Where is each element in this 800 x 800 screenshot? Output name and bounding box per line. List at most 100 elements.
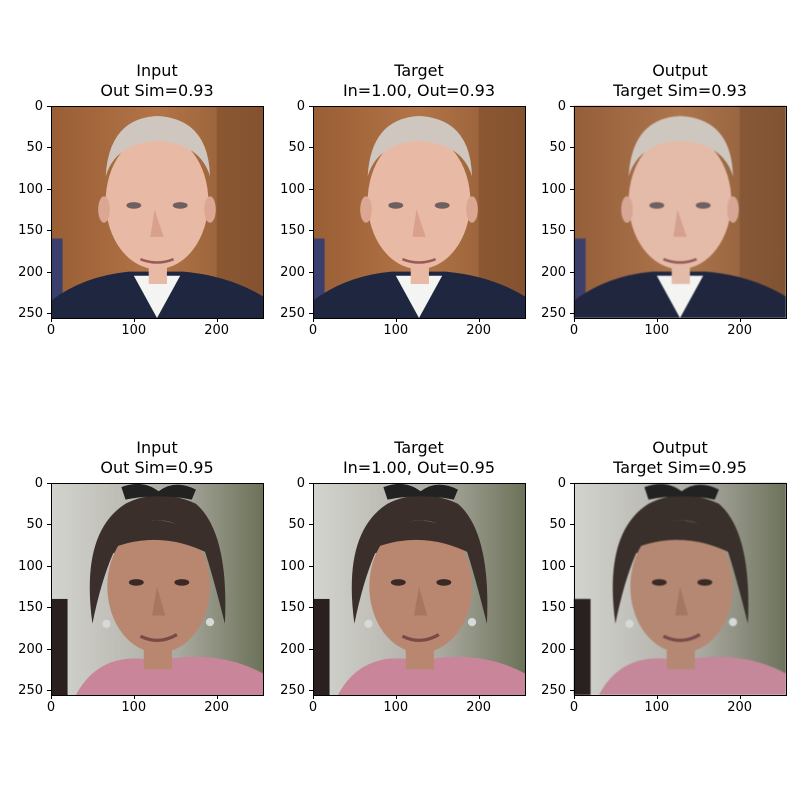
x-tick-mark: [656, 695, 658, 699]
x-tick-mark: [133, 318, 135, 322]
face-image-panel: [574, 106, 787, 319]
y-tick-mark: [570, 147, 574, 149]
y-tick-mark: [47, 565, 51, 567]
y-tick-mark: [47, 690, 51, 692]
x-tick-mark: [478, 318, 480, 322]
y-tick-label: 250: [280, 683, 305, 699]
y-tick-label: 50: [288, 140, 305, 156]
x-tick-mark: [574, 318, 575, 322]
face-photo: [313, 106, 525, 318]
face-photo: [51, 483, 263, 695]
panel-title-line2: In=1.00, Out=0.93: [342, 81, 496, 100]
y-tick-label: 50: [549, 140, 566, 156]
y-tick-mark: [309, 524, 313, 526]
y-tick-label: 150: [18, 223, 43, 239]
panel-title-line2: In=1.00, Out=0.95: [342, 458, 496, 477]
x-tick-label: 200: [204, 323, 230, 338]
y-tick-label: 100: [280, 558, 305, 574]
y-tick-mark: [570, 188, 574, 190]
face-image-panel: [574, 483, 787, 696]
y-tick-label: 250: [18, 306, 43, 322]
x-tick-mark: [739, 695, 741, 699]
panel-title-line1: Target: [394, 61, 444, 80]
x-tick-mark: [216, 318, 218, 322]
x-tick-mark: [478, 695, 480, 699]
y-tick-label: 150: [541, 600, 566, 616]
panel-title-line1: Target: [394, 438, 444, 457]
face-photo: [574, 106, 786, 318]
y-tick-label: 50: [549, 517, 566, 533]
y-tick-label: 200: [280, 641, 305, 657]
panel-title-line2: Out Sim=0.93: [100, 81, 214, 100]
y-tick-label: 250: [18, 683, 43, 699]
y-tick-label: 250: [280, 306, 305, 322]
panel-title: Target In=1.00, Out=0.93: [289, 61, 549, 101]
x-tick-mark: [51, 318, 52, 322]
panel-title: Input Out Sim=0.95: [27, 438, 287, 478]
y-tick-label: 100: [541, 558, 566, 574]
panel-title-line1: Output: [652, 438, 708, 457]
face-image-panel: [313, 483, 526, 696]
panel-title: Output Target Sim=0.95: [550, 438, 800, 478]
panel-title: Output Target Sim=0.93: [550, 61, 800, 101]
y-tick-label: 250: [541, 683, 566, 699]
x-tick-label: 0: [46, 323, 56, 338]
y-tick-mark: [47, 230, 51, 232]
x-tick-mark: [216, 695, 218, 699]
x-tick-label: 0: [46, 700, 56, 715]
face-image-panel: [51, 483, 264, 696]
y-tick-label: 0: [34, 99, 43, 114]
y-tick-label: 100: [18, 558, 43, 574]
y-tick-label: 250: [541, 306, 566, 322]
y-tick-mark: [570, 565, 574, 567]
x-tick-label: 0: [569, 323, 579, 338]
face-photo: [574, 483, 786, 695]
y-tick-label: 200: [18, 264, 43, 280]
y-tick-mark: [570, 524, 574, 526]
panel-title-line1: Input: [136, 438, 178, 457]
y-tick-label: 150: [18, 600, 43, 616]
y-tick-mark: [47, 648, 51, 650]
y-tick-label: 0: [557, 476, 566, 491]
y-tick-mark: [570, 690, 574, 692]
x-tick-label: 100: [644, 700, 670, 715]
y-tick-mark: [309, 483, 313, 484]
y-tick-label: 0: [557, 99, 566, 114]
y-tick-label: 50: [26, 140, 43, 156]
y-tick-label: 200: [541, 641, 566, 657]
y-tick-label: 150: [280, 600, 305, 616]
face-photo: [313, 483, 525, 695]
x-tick-mark: [133, 695, 135, 699]
panel-title-line1: Output: [652, 61, 708, 80]
x-tick-mark: [739, 318, 741, 322]
panel-title-line1: Input: [136, 61, 178, 80]
x-tick-mark: [574, 695, 575, 699]
y-tick-mark: [309, 565, 313, 567]
x-tick-mark: [656, 318, 658, 322]
x-tick-label: 100: [383, 700, 409, 715]
y-tick-mark: [309, 313, 313, 315]
x-tick-mark: [395, 695, 397, 699]
panel-title-line2: Out Sim=0.95: [100, 458, 214, 477]
x-tick-label: 200: [727, 323, 753, 338]
y-tick-mark: [309, 607, 313, 609]
y-tick-label: 150: [541, 223, 566, 239]
y-tick-mark: [309, 106, 313, 107]
y-tick-label: 100: [18, 181, 43, 197]
panel-title-line2: Target Sim=0.95: [613, 458, 747, 477]
face-image-panel: [51, 106, 264, 319]
y-tick-label: 200: [541, 264, 566, 280]
y-tick-mark: [570, 230, 574, 232]
y-tick-label: 50: [26, 517, 43, 533]
x-tick-mark: [51, 695, 52, 699]
y-tick-label: 100: [280, 181, 305, 197]
y-tick-label: 100: [541, 181, 566, 197]
y-tick-mark: [309, 230, 313, 232]
y-tick-mark: [47, 607, 51, 609]
y-tick-label: 200: [18, 641, 43, 657]
y-tick-mark: [570, 607, 574, 609]
x-tick-label: 200: [466, 700, 492, 715]
panel-title-line2: Target Sim=0.93: [613, 81, 747, 100]
y-tick-mark: [47, 483, 51, 484]
y-tick-mark: [47, 524, 51, 526]
